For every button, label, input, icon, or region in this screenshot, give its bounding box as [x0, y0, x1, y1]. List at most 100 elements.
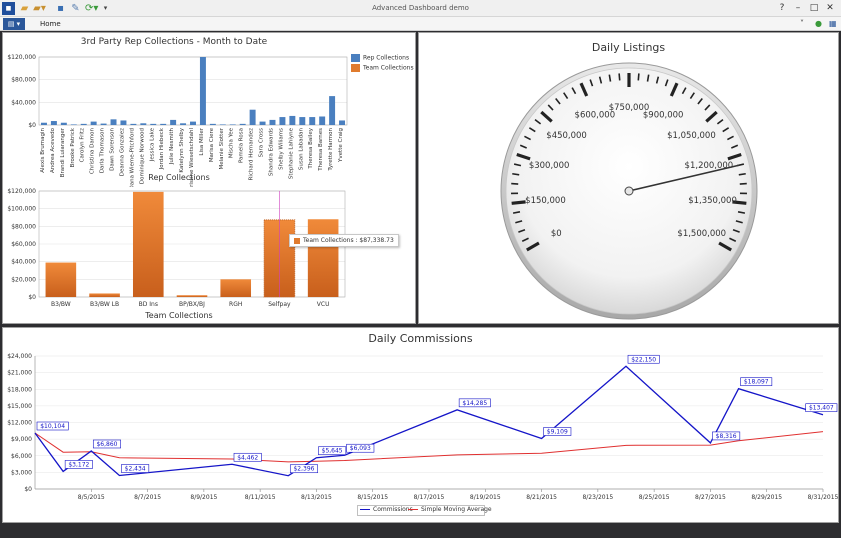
daily-commissions-chart: $0 $3,000 $6,000 $9,000 $12,000 $15,000 $18,00… [7, 353, 838, 501]
maximize-button[interactable]: □ [809, 3, 819, 13]
team-y-tick: $100,000 [7, 206, 36, 213]
rep-bar [160, 123, 167, 125]
gauge-minor-tick [637, 73, 640, 81]
gauge-minor-tick [722, 127, 730, 133]
rep-bar [289, 115, 296, 125]
commission-label-box [543, 427, 572, 436]
team-bar [176, 295, 208, 297]
gauge-minor-tick [519, 144, 527, 149]
commission-data-label: $10,104 [40, 423, 65, 430]
file-menu-button[interactable]: ▤ ▾ [3, 18, 25, 30]
rep-bar [70, 124, 77, 125]
commission-data-label: $3,172 [68, 461, 89, 468]
gauge-label: $0 [551, 229, 562, 239]
commission-label-box [740, 377, 773, 387]
line-x-tick: 8/27/2015 [695, 494, 726, 501]
commission-label-box [121, 464, 150, 473]
rep-x-tick: Julie Nesmith [169, 128, 175, 166]
window-title: Advanced Dashboard demo [372, 4, 469, 12]
tab-home[interactable]: Home [40, 20, 61, 28]
rep-x-tick: Deanna Gonzalez [119, 128, 125, 176]
rep-bar [190, 121, 196, 125]
line-x-tick: 8/29/2015 [751, 494, 782, 501]
app-icon[interactable]: ■ [2, 2, 15, 15]
rep-x-tick: Richard Hernandez [249, 128, 255, 181]
save-folder-icon[interactable]: ▰▾ [33, 3, 46, 14]
dropdown-icon[interactable]: ▾ [103, 4, 108, 12]
gauge-minor-tick [528, 127, 536, 133]
team-tooltip: Team Collections : $87,338.73 [289, 234, 399, 247]
line-y-tick: $21,000 [7, 370, 32, 377]
team-x-tick: B3/BW [51, 301, 71, 308]
layout-icon[interactable]: ▦ [829, 19, 837, 28]
rep-bar [60, 122, 67, 125]
line-x-tick: 8/11/2015 [245, 494, 276, 501]
commission-label-box [346, 443, 375, 453]
line-y-tick: $9,000 [11, 436, 32, 443]
close-button[interactable]: ✕ [826, 3, 834, 13]
team-bar [132, 191, 164, 297]
rep-x-tick: Shelby Wiliams [278, 128, 284, 170]
gauge-major-tick [732, 200, 747, 205]
team-bar [220, 279, 252, 297]
rep-bar [170, 119, 177, 125]
team-x-tick: Selfpay [268, 301, 291, 308]
commissions-line [34, 365, 824, 477]
commission-label-box [36, 421, 69, 431]
rep-x-tick: Stephanie Lahiyne [288, 127, 294, 179]
line-y-tick: $12,000 [7, 420, 32, 427]
rep-bar [329, 96, 336, 125]
gauge-minor-tick [589, 79, 594, 87]
status-icon[interactable]: ● [815, 19, 822, 28]
rep-x-tick: Theresa Bailey [308, 127, 314, 169]
collapse-ribbon-icon[interactable]: ˅ [800, 19, 804, 28]
line-y-tick: $3,000 [11, 469, 32, 476]
rep-bar [229, 124, 236, 125]
rep-x-tick: Alexis Brumagin [40, 127, 46, 172]
gauge-minor-tick [521, 237, 529, 242]
title-bar: ■ ▰ ▰▾ ▪ ✎ ⟳▾ ▾ Advanced Dashboard demo … [0, 0, 841, 17]
team-x-tick: VCU [317, 301, 330, 308]
help-button[interactable]: ? [779, 3, 785, 13]
collections-panel: 3rd Party Rep Collections - Month to Dat… [2, 32, 416, 324]
rep-x-tick: Dawn Sorenson [110, 127, 116, 170]
team-chart-caption: Team Collections [145, 311, 213, 320]
team-bar [45, 262, 77, 297]
line-y-tick: $6,000 [11, 453, 32, 460]
rep-x-tick: Darla Thomason [100, 127, 106, 173]
commissions-title: Daily Commissions [368, 332, 473, 345]
rep-bar [90, 121, 97, 125]
gauge-minor-tick [738, 172, 746, 176]
line-x-tick: 8/21/2015 [526, 494, 557, 501]
rep-bar [110, 119, 117, 125]
rep-x-tick: Jordan Hiebeck [159, 127, 165, 170]
rep-bar [239, 123, 246, 125]
gauge-label: $150,000 [525, 196, 566, 206]
team-collections-chart: $0 $20,000 $40,000 $60,000 $80,000 $100,000 $1… [7, 188, 346, 308]
rep-x-tick: Jessica Lake [149, 127, 155, 162]
daily-commissions-panel: Daily Commissions $0 $3,000 $6,000 $9,000 $1… [2, 327, 839, 523]
save-icon[interactable]: ▪ [57, 3, 64, 14]
rep-bar [299, 117, 306, 125]
minimize-button[interactable]: – [795, 3, 801, 13]
team-x-tick: B3/BW LB [90, 301, 119, 308]
wrench-icon[interactable]: ✎ [71, 3, 80, 14]
rep-bar [319, 116, 326, 125]
legend-moving-average[interactable]: Simple Moving Average [408, 506, 492, 514]
open-icon[interactable]: ▰ [20, 3, 29, 14]
rep-x-tick: Tyrette Harmon [328, 127, 334, 171]
gauge-label: $1,050,000 [667, 131, 716, 141]
gauge-major-tick [705, 110, 718, 123]
refresh-icon[interactable]: ⟳▾ [85, 3, 99, 14]
rep-x-tick: Marisa Ciere [209, 127, 215, 162]
rep-x-tick: Kristine Wiesetschdahl [189, 128, 195, 187]
legend-rep-collections[interactable]: Rep Collections [351, 54, 409, 63]
legend-team-collections[interactable]: Team Collections [351, 64, 414, 73]
rep-collections-chart: $0 $40,000 $80,000 $120,000 Alexis Brumagin A… [7, 54, 348, 187]
commissions-legend [357, 505, 485, 516]
gauge-pivot [624, 186, 634, 196]
team-x-tick: RGH [229, 301, 242, 308]
rep-y-tick: $120,000 [7, 54, 36, 61]
line-x-tick: 8/9/2015 [190, 494, 217, 501]
legend-commissions[interactable]: Commissions [360, 506, 413, 514]
